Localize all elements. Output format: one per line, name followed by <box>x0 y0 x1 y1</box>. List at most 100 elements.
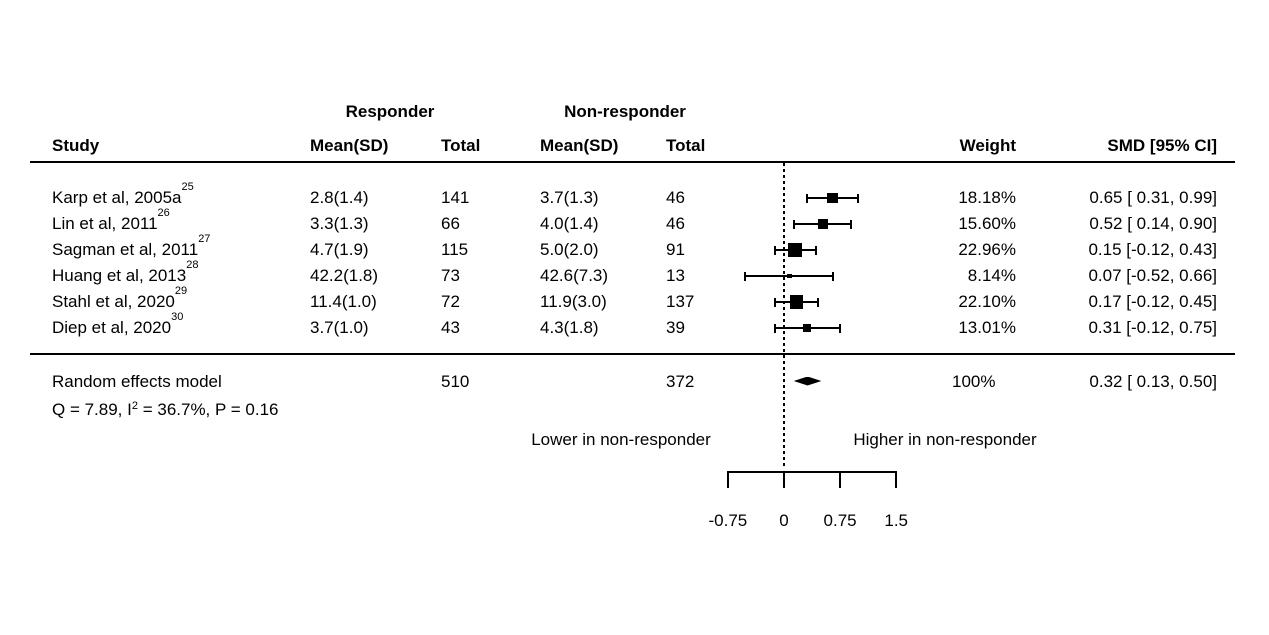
ci-cap-low <box>774 323 777 333</box>
summary-diamond <box>793 376 822 386</box>
axis-tick <box>783 471 785 488</box>
ci-cap-low <box>744 271 747 281</box>
nonresponder-mean-sd: 4.0(1.4) <box>540 214 599 233</box>
responder-mean-sd: 11.4(1.0) <box>310 292 377 311</box>
axis-tick-label: 0.75 <box>823 511 857 530</box>
weight-value: 22.10% <box>958 292 1016 311</box>
ci-cap-low <box>774 297 777 307</box>
study-reference-number: 29 <box>174 285 188 298</box>
responder-mean-sd: 2.8(1.4) <box>310 188 369 207</box>
ci-cap-high <box>850 219 853 229</box>
study-label: Lin et al, 201126 <box>52 207 170 233</box>
heterogeneity-prefix: Q = 7.89, I <box>52 400 132 419</box>
smd-ci-value: 0.31 [-0.12, 0.75] <box>1088 318 1217 337</box>
nonresponder-mean-sd: 11.9(3.0) <box>540 292 607 311</box>
ci-cap-low <box>806 193 809 203</box>
study-reference-number: 26 <box>157 207 170 220</box>
weight-value: 18.18% <box>958 188 1016 207</box>
study-reference-number: 30 <box>171 311 184 324</box>
smd-ci-value: 0.17 [-0.12, 0.45] <box>1088 292 1217 311</box>
responder-total: 73 <box>441 266 460 285</box>
nonresponder-mean-sd: 5.0(2.0) <box>540 240 599 259</box>
study-label: Karp et al, 2005a25 <box>52 181 194 207</box>
heterogeneity-superscript: 2 <box>131 400 138 412</box>
responder-total: 66 <box>441 214 460 233</box>
nonresponder-total-header: Total <box>666 136 706 155</box>
effect-square <box>786 273 792 279</box>
study-column-header: Study <box>52 136 100 155</box>
smd-ci-value: 0.15 [-0.12, 0.43] <box>1088 240 1217 259</box>
heterogeneity-stats: Q = 7.89, I2 = 36.7%, P = 0.16 <box>52 397 279 423</box>
smd-ci-value: 0.07 [-0.52, 0.66] <box>1088 266 1217 285</box>
weight-value: 15.60% <box>958 214 1016 233</box>
ci-cap-high <box>857 193 860 203</box>
nonresponder-group-header: Non-responder <box>564 102 686 121</box>
responder-total: 141 <box>441 188 470 207</box>
study-reference-number: 25 <box>181 181 194 194</box>
axis-tick <box>895 471 898 488</box>
axis-tick-label: -0.75 <box>708 511 748 530</box>
nonresponder-total: 46 <box>666 188 685 207</box>
axis-tick <box>726 471 729 488</box>
nonresponder-mean-sd: 42.6(7.3) <box>540 266 609 285</box>
summary-responder-total: 510 <box>441 372 470 391</box>
smd-ci-value: 0.65 [ 0.31, 0.99] <box>1089 188 1217 207</box>
nonresponder-mean-sd: 3.7(1.3) <box>540 188 599 207</box>
effect-square <box>788 243 803 257</box>
responder-mean-sd: 42.2(1.8) <box>310 266 379 285</box>
ci-cap-low <box>774 245 777 255</box>
heterogeneity-suffix: = 36.7%, P = 0.16 <box>137 400 279 419</box>
weight-value: 8.14% <box>967 266 1016 285</box>
study-label: Stahl et al, 202029 <box>52 285 188 311</box>
responder-mean-sd-header: Mean(SD) <box>310 136 389 155</box>
study-label: Huang et al, 201328 <box>52 259 199 285</box>
smd-ci-column-header: SMD [95% CI] <box>1107 136 1217 155</box>
summary-label: Random effects model <box>52 372 222 391</box>
responder-total: 72 <box>441 292 460 311</box>
summary-nonresponder-total: 372 <box>666 372 695 391</box>
ci-cap-low <box>793 219 796 229</box>
nonresponder-mean-sd-header: Mean(SD) <box>540 136 619 155</box>
zero-reference-line <box>783 163 785 468</box>
responder-group-header: Responder <box>345 102 435 121</box>
axis-tick <box>839 471 842 488</box>
study-reference-number: 27 <box>198 233 211 246</box>
ci-cap-high <box>816 297 819 307</box>
weight-value: 13.01% <box>958 318 1016 337</box>
responder-mean-sd: 3.7(1.0) <box>310 318 369 337</box>
ci-cap-high <box>815 245 818 255</box>
nonresponder-mean-sd: 4.3(1.8) <box>540 318 599 337</box>
axis-right-direction-label: Higher in non-responder <box>853 430 1037 449</box>
summary-smd-ci: 0.32 [ 0.13, 0.50] <box>1089 372 1217 391</box>
ci-cap-high <box>832 271 835 281</box>
nonresponder-total: 137 <box>666 292 695 311</box>
ci-cap-high <box>839 323 842 333</box>
effect-square <box>827 192 839 204</box>
weight-column-header: Weight <box>959 136 1016 155</box>
axis-tick-label: 0 <box>779 511 789 530</box>
nonresponder-total: 39 <box>666 318 685 337</box>
summary-weight: 100% <box>952 372 996 391</box>
effect-square <box>790 295 804 309</box>
nonresponder-total: 13 <box>666 266 685 285</box>
x-axis-line <box>727 471 897 473</box>
header-rule <box>30 161 1235 163</box>
weight-value: 22.96% <box>958 240 1016 259</box>
responder-total-header: Total <box>441 136 481 155</box>
axis-left-direction-label: Lower in non-responder <box>531 430 711 449</box>
smd-ci-value: 0.52 [ 0.14, 0.90] <box>1089 214 1217 233</box>
effect-square <box>818 219 828 229</box>
responder-mean-sd: 4.7(1.9) <box>310 240 369 259</box>
axis-tick-label: 1.5 <box>884 511 909 530</box>
study-label: Sagman et al, 201127 <box>52 233 211 259</box>
nonresponder-total: 46 <box>666 214 685 233</box>
responder-total: 43 <box>441 318 460 337</box>
nonresponder-total: 91 <box>666 240 685 259</box>
summary-rule <box>30 353 1235 355</box>
responder-total: 115 <box>441 240 469 259</box>
study-label: Diep et al, 202030 <box>52 311 184 337</box>
responder-mean-sd: 3.3(1.3) <box>310 214 369 233</box>
effect-square <box>803 324 812 332</box>
study-reference-number: 28 <box>186 259 199 272</box>
